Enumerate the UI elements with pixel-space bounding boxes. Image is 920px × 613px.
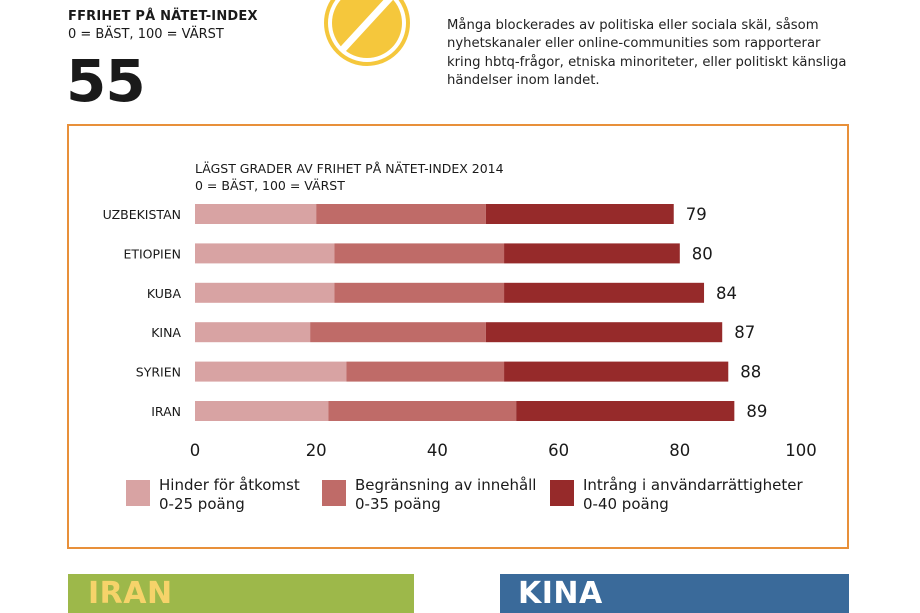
total-label: 79 <box>686 205 707 224</box>
stacked-bar-chart: LÄGST GRADER AV FRIHET PÅ NÄTET-INDEX 20… <box>103 161 817 513</box>
category-label: ETIOPIEN <box>123 246 181 261</box>
bar-segment <box>334 282 505 303</box>
legend-swatch <box>322 480 346 506</box>
bar-segment <box>195 361 347 382</box>
banner-iran: IRAN <box>68 574 414 613</box>
x-tick-label: 80 <box>669 441 690 460</box>
legend-label: Hinder för åtkomst <box>159 476 300 494</box>
bar-segment <box>504 243 680 264</box>
x-tick-label: 0 <box>190 441 201 460</box>
total-label: 84 <box>716 284 737 303</box>
category-label: KUBA <box>147 286 182 301</box>
chart-container: LÄGST GRADER AV FRIHET PÅ NÄTET-INDEX 20… <box>67 124 849 549</box>
legend-swatch <box>550 480 574 506</box>
bar-segment <box>504 282 705 303</box>
total-label: 88 <box>740 363 761 382</box>
total-label: 87 <box>734 323 755 342</box>
bar-segment <box>195 322 311 343</box>
blocked-icon <box>324 0 410 66</box>
total-label: 80 <box>692 244 713 263</box>
bar-segment <box>195 282 335 303</box>
bar-segment <box>310 322 486 343</box>
total-label: 89 <box>746 402 767 421</box>
bar-segment <box>316 204 486 224</box>
header-index-scale: 0 = BÄST, 100 = VÄRST <box>68 27 224 42</box>
bar-segment <box>504 361 729 382</box>
bar-segment <box>516 401 735 421</box>
legend-label: Intrång i användarrättigheter <box>583 476 803 494</box>
bar-segment <box>195 401 329 421</box>
legend-sublabel: 0-35 poäng <box>355 495 441 513</box>
category-label: UZBEKISTAN <box>103 207 181 222</box>
bar-segment <box>485 322 723 343</box>
banner-kina: KINA <box>500 574 849 613</box>
bar-segment <box>328 401 517 421</box>
category-label: KINA <box>151 325 181 340</box>
x-tick-label: 20 <box>306 441 327 460</box>
x-tick-label: 40 <box>427 441 448 460</box>
bar-segment <box>195 243 335 264</box>
bar-segment <box>195 204 317 224</box>
bar-segment <box>346 361 505 382</box>
bar-segment <box>334 243 505 264</box>
category-label: IRAN <box>151 404 181 419</box>
x-tick-label: 60 <box>548 441 569 460</box>
legend-sublabel: 0-25 poäng <box>159 495 245 513</box>
chart-subtitle: 0 = BÄST, 100 = VÄRST <box>195 178 345 193</box>
category-label: SYRIEN <box>136 365 181 380</box>
legend-swatch <box>126 480 150 506</box>
bar-segment <box>485 204 674 224</box>
chart-title: LÄGST GRADER AV FRIHET PÅ NÄTET-INDEX 20… <box>195 161 504 176</box>
legend-label: Begränsning av innehåll <box>355 476 536 494</box>
legend-sublabel: 0-40 poäng <box>583 495 669 513</box>
x-tick-label: 100 <box>785 441 817 460</box>
header-index-title: FFRIHET PÅ NÄTET-INDEX <box>68 9 258 24</box>
header-index-score: 55 <box>66 47 146 115</box>
header-description: Många blockerades av politiska eller soc… <box>447 18 847 89</box>
